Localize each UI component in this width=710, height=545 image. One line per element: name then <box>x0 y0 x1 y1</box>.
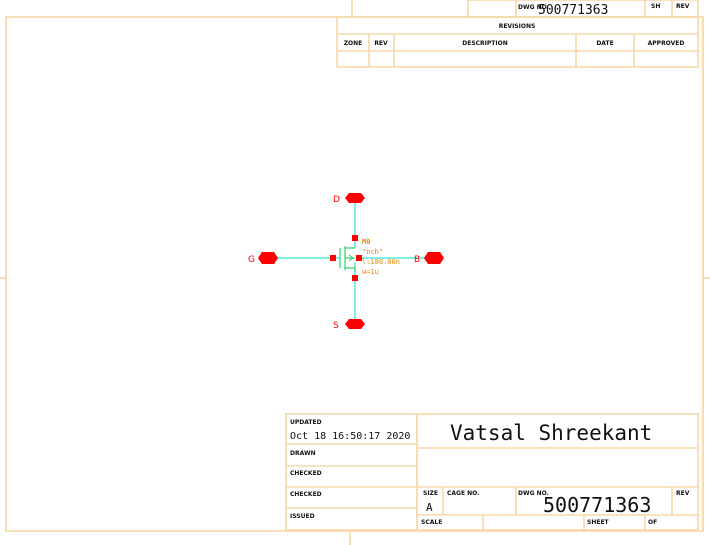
pin-source[interactable]: S <box>333 319 365 331</box>
pin-gate[interactable]: G <box>248 252 278 265</box>
revisions-col-zone: ZONE <box>344 40 363 47</box>
cage-label: CAGE NO. <box>447 490 479 497</box>
width-param: w=1u <box>362 268 379 276</box>
header-sh-label: SH <box>651 3 660 10</box>
checked-label-1: CHECKED <box>290 470 322 477</box>
size-value: A <box>426 501 433 514</box>
bulk-terminal[interactable] <box>356 255 362 261</box>
revisions-col-date: DATE <box>596 40 613 47</box>
sheet-label: SHEET <box>587 519 610 526</box>
drawn-label: DRAWN <box>290 450 316 457</box>
header-dwg-box: DWG NO. 500771363 SH REV <box>467 0 699 18</box>
model-name: "nch" <box>362 248 383 256</box>
pin-gate-label: G <box>248 255 255 265</box>
header-dwg-no-value: 500771363 <box>538 3 608 18</box>
revisions-title: REVISIONS <box>499 23 536 30</box>
updated-value: Oct 18 16:50:17 2020 <box>290 431 410 442</box>
revisions-col-rev: REV <box>374 40 388 47</box>
source-terminal[interactable] <box>352 275 358 281</box>
pin-bulk-label: B <box>414 255 420 265</box>
pin-source-label: S <box>333 321 339 331</box>
title-block: UPDATED Oct 18 16:50:17 2020 DRAWN CHECK… <box>285 413 699 531</box>
pin-drain-label: D <box>333 195 340 205</box>
of-label: OF <box>648 519 657 526</box>
header-dwg-no-label: DWG NO. <box>518 4 549 11</box>
issued-label: ISSUED <box>290 513 315 520</box>
size-label: SIZE <box>423 490 438 497</box>
header-rev-label: REV <box>676 3 690 10</box>
title-dwg-no-label: DWG NO. <box>518 490 549 497</box>
gate-terminal[interactable] <box>330 255 336 261</box>
length-param: l:180.00n <box>362 258 400 266</box>
revisions-col-description: DESCRIPTION <box>462 40 508 47</box>
drain-terminal[interactable] <box>352 235 358 241</box>
checked-label-2: CHECKED <box>290 491 322 498</box>
revisions-col-approved: APPROVED <box>648 40 685 47</box>
author-name: Vatsal Shreekant <box>450 421 652 445</box>
pin-drain[interactable]: D <box>333 193 365 205</box>
pin-bulk[interactable]: B <box>414 252 444 265</box>
revisions-table: REVISIONS ZONE REV DESCRIPTION DATE APPR… <box>336 16 699 68</box>
scale-label: SCALE <box>421 519 442 526</box>
title-rev-label: REV <box>676 490 690 497</box>
nmos-symbol <box>339 246 356 272</box>
updated-label: UPDATED <box>290 419 322 426</box>
title-dwg-no-value: 500771363 <box>543 493 651 517</box>
nmos-transistor[interactable]: M0 "nch" l:180.00n w=1u <box>268 198 435 325</box>
instance-name: M0 <box>362 238 370 246</box>
